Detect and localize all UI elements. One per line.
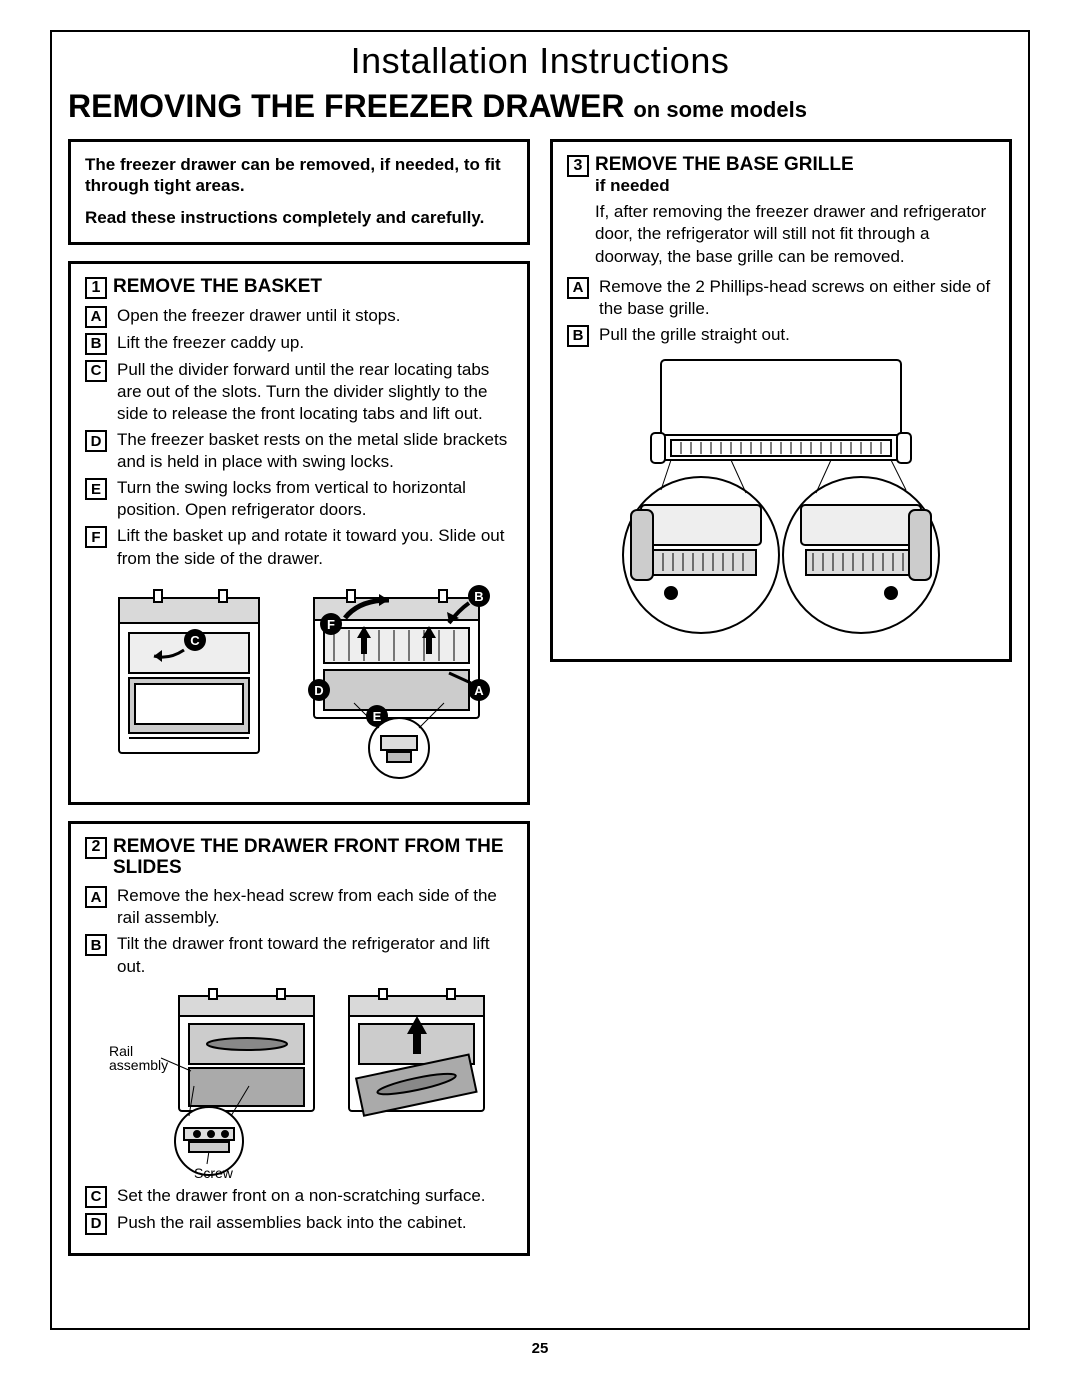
step: B Pull the grille straight out. xyxy=(567,324,995,347)
step: E Turn the swing locks from vertical to h… xyxy=(85,477,513,521)
step-letter: B xyxy=(85,333,107,355)
step: F Lift the basket up and rotate it toward… xyxy=(85,525,513,569)
section-1: 1 REMOVE THE BASKET A Open the freezer dr… xyxy=(68,261,530,805)
section-3-title-text: REMOVE THE BASE GRILLE xyxy=(595,154,854,175)
step-letter: A xyxy=(85,306,107,328)
main-heading-sub: on some models xyxy=(633,97,807,122)
step: B Tilt the drawer front toward the refrig… xyxy=(85,933,513,977)
section-2: 2 REMOVE THE DRAWER FRONT FROM THE SLIDE… xyxy=(68,821,530,1256)
section-3: 3 REMOVE THE BASE GRILLE if needed If, a… xyxy=(550,139,1012,662)
step-letter: E xyxy=(85,478,107,500)
svg-text:D: D xyxy=(314,683,323,698)
step-text: The freezer basket rests on the metal sl… xyxy=(117,429,513,473)
step-letter: B xyxy=(567,325,589,347)
page-number: 25 xyxy=(50,1340,1030,1357)
step-letter: D xyxy=(85,430,107,452)
main-heading: REMOVING THE FREEZER DRAWER on some mode… xyxy=(68,88,1012,125)
page-title: Installation Instructions xyxy=(68,40,1012,82)
step-text: Pull the grille straight out. xyxy=(599,324,995,346)
intro-line1: The freezer drawer can be removed, if ne… xyxy=(85,154,513,197)
section-2-title-text: REMOVE THE DRAWER FRONT FROM THE SLIDES xyxy=(113,836,513,880)
section-3-number: 3 xyxy=(567,155,589,177)
step-letter: B xyxy=(85,934,107,956)
step-text: Lift the freezer caddy up. xyxy=(117,332,513,354)
step-text: Set the drawer front on a non-scratching… xyxy=(117,1185,513,1207)
section-3-diagram xyxy=(567,355,995,645)
step: A Remove the 2 Phillips-head screws on ei… xyxy=(567,276,995,320)
step-letter: C xyxy=(85,360,107,382)
section-3-title: 3 REMOVE THE BASE GRILLE if needed xyxy=(567,154,995,195)
step: C Pull the divider forward until the rear… xyxy=(85,359,513,425)
step-letter: F xyxy=(85,526,107,548)
svg-text:F: F xyxy=(327,617,335,632)
section-2-number: 2 xyxy=(85,837,107,859)
step: A Remove the hex-head screw from each sid… xyxy=(85,885,513,929)
section-3-intro: If, after removing the freezer drawer an… xyxy=(595,201,995,267)
step-text: Tilt the drawer front toward the refrige… xyxy=(117,933,513,977)
step: C Set the drawer front on a non-scratchin… xyxy=(85,1185,513,1208)
svg-text:E: E xyxy=(373,709,382,724)
svg-text:C: C xyxy=(190,633,200,648)
section-2-diagram: Railassembly Screw xyxy=(85,986,513,1181)
step-text: Remove the hex-head screw from each side… xyxy=(117,885,513,929)
label-rail: Railassembly xyxy=(109,1043,168,1073)
step-text: Turn the swing locks from vertical to ho… xyxy=(117,477,513,521)
step-text: Remove the 2 Phillips-head screws on eit… xyxy=(599,276,995,320)
svg-text:B: B xyxy=(474,589,483,604)
step-letter: D xyxy=(85,1213,107,1235)
main-heading-text: REMOVING THE FREEZER DRAWER xyxy=(68,88,624,124)
section-1-title: 1 REMOVE THE BASKET xyxy=(85,276,513,299)
step-letter: A xyxy=(567,277,589,299)
section-1-number: 1 xyxy=(85,277,107,299)
step-letter: A xyxy=(85,886,107,908)
intro-box: The freezer drawer can be removed, if ne… xyxy=(68,139,530,245)
label-screw: Screw xyxy=(194,1165,234,1181)
section-1-diagram: C xyxy=(85,578,513,788)
step: D The freezer basket rests on the metal s… xyxy=(85,429,513,473)
step-text: Lift the basket up and rotate it toward … xyxy=(117,525,513,569)
step-letter: C xyxy=(85,1186,107,1208)
section-3-title-sub: if needed xyxy=(595,176,995,196)
section-1-steps: A Open the freezer drawer until it stops.… xyxy=(85,305,513,570)
svg-text:A: A xyxy=(474,683,484,698)
step-text: Open the freezer drawer until it stops. xyxy=(117,305,513,327)
section-1-title-text: REMOVE THE BASKET xyxy=(113,276,513,298)
step-text: Push the rail assemblies back into the c… xyxy=(117,1212,513,1234)
section-2-title: 2 REMOVE THE DRAWER FRONT FROM THE SLIDE… xyxy=(85,836,513,880)
step: A Open the freezer drawer until it stops. xyxy=(85,305,513,328)
intro-line2: Read these instructions completely and c… xyxy=(85,207,513,228)
step: B Lift the freezer caddy up. xyxy=(85,332,513,355)
step: D Push the rail assemblies back into the … xyxy=(85,1212,513,1235)
step-text: Pull the divider forward until the rear … xyxy=(117,359,513,425)
